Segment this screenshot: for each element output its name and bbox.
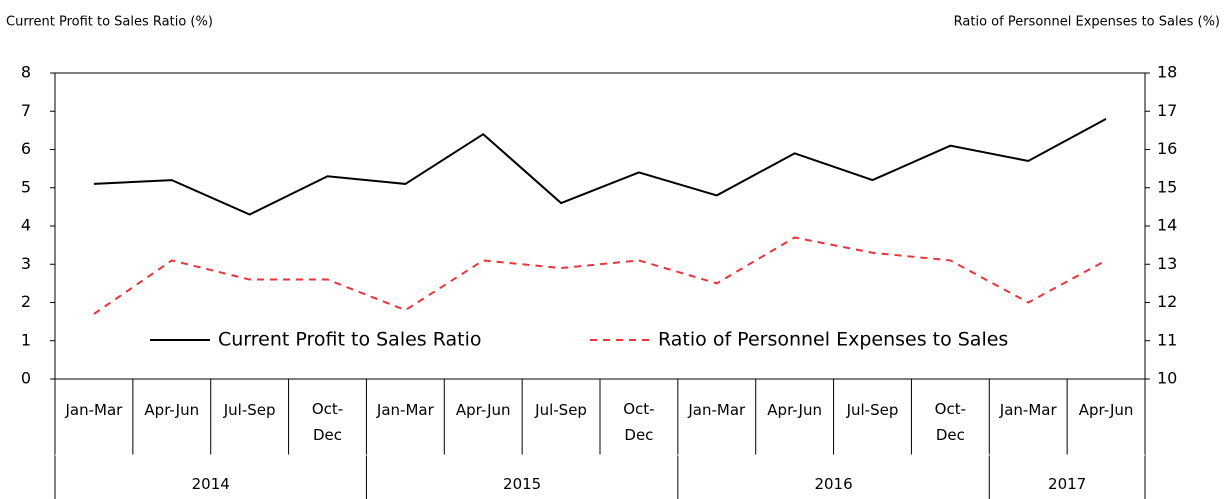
y-tick-label: 8 <box>21 63 31 82</box>
x-tick-label: Jul-Sep <box>535 401 587 419</box>
y-tick-label: 4 <box>21 216 31 235</box>
x-tick-label: Oct-Dec <box>934 400 967 444</box>
x-tick-label: Apr-Jun <box>144 401 200 419</box>
x-tick-label: Jan-Mar <box>376 401 434 419</box>
x-tick-label: Apr-Jun <box>455 401 511 419</box>
y-axis-title: Current Profit to Sales Ratio (%) <box>6 15 213 30</box>
x-group-label: 2014 <box>191 475 230 493</box>
y-tick-label: 5 <box>21 177 31 196</box>
y2-tick-label: 14 <box>1157 216 1177 235</box>
y2-tick-label: 12 <box>1157 292 1177 311</box>
y2-axis-title: Ratio of Personnel Expenses to Sales (%) <box>954 15 1220 30</box>
x-tick-label: Apr-Jun <box>1078 401 1134 419</box>
x-tick-label: Jul-Sep <box>223 401 276 419</box>
series-line <box>93 118 1107 216</box>
y-tick-label: 3 <box>21 254 31 273</box>
y-tick-label: 7 <box>21 101 31 120</box>
y2-tick-label: 16 <box>1157 139 1177 158</box>
y-tick-label: 1 <box>21 330 31 349</box>
y2-tick-label: 10 <box>1157 369 1177 388</box>
x-tick-label: Jan-Mar <box>65 401 123 419</box>
y-tick-label: 6 <box>21 139 31 158</box>
x-tick-label: Oct-Dec <box>623 400 655 444</box>
x-group-label: 2017 <box>1048 475 1087 493</box>
y2-tick-label: 18 <box>1157 63 1177 82</box>
y2-tick-label: 17 <box>1157 101 1177 120</box>
y2-tick-label: 11 <box>1157 330 1177 349</box>
x-tick-label: Jan-Mar <box>999 401 1057 419</box>
y-tick-label: 0 <box>21 369 31 388</box>
y2-tick-label: 15 <box>1157 177 1177 196</box>
x-tick-label: Apr-Jun <box>767 401 822 419</box>
legend-label: Ratio of Personnel Expenses to Sales <box>658 329 1008 351</box>
y2-tick-label: 13 <box>1157 254 1177 273</box>
y-tick-label: 2 <box>21 292 31 311</box>
series-line <box>93 236 1107 315</box>
x-group-label: 2016 <box>814 475 853 493</box>
x-group-label: 2015 <box>503 475 542 493</box>
legend-label: Current Profit to Sales Ratio <box>218 329 482 351</box>
x-tick-label: Jul-Sep <box>846 401 899 419</box>
x-tick-label: Oct-Dec <box>311 400 344 444</box>
x-tick-label: Jan-Mar <box>688 401 746 419</box>
